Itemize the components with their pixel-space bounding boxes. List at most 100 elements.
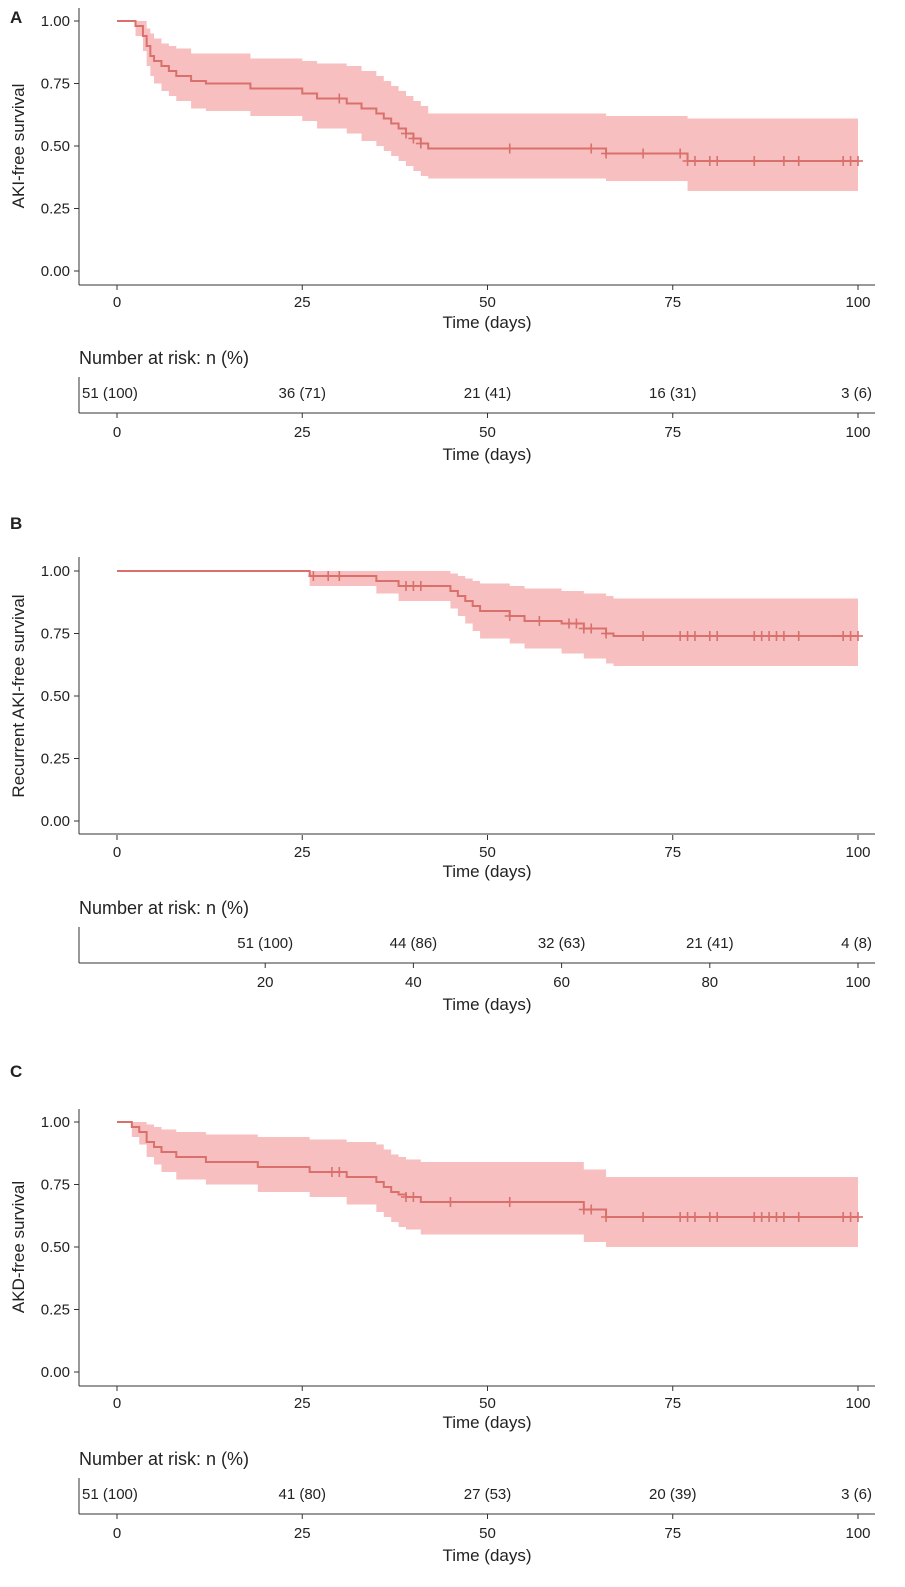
y-tick-label: 0.75 <box>41 76 70 93</box>
censor-mark <box>778 631 789 641</box>
panel-label-c: C <box>10 1062 22 1081</box>
censor-mark <box>323 571 334 581</box>
risk-tick-label: 50 <box>479 424 496 441</box>
censor-mark <box>334 93 345 104</box>
censor-mark <box>334 1167 345 1177</box>
censor-mark <box>586 623 597 634</box>
plot-a: 0.00 0.25 0.50 0.75 1.00 0 25 50 75 100 AKI-free… <box>9 8 875 332</box>
risk-value: 3 (6) <box>841 1486 872 1503</box>
censor-mark <box>793 631 804 641</box>
risk-value: 21 (41) <box>686 935 734 952</box>
panel-c: C 0.00 0.25 0.50 0.75 1.00 0 25 50 75 100 AKD-fr… <box>9 1062 875 1565</box>
risk-tick-label: 75 <box>664 424 681 441</box>
risk-value: 4 (8) <box>841 935 872 952</box>
censor-marks-b <box>308 571 863 641</box>
confidence-band-b <box>117 571 858 666</box>
panel-label-a: A <box>10 8 22 27</box>
x-ticks-a: 0 25 50 75 100 <box>113 285 871 311</box>
y-ticks-c: 0.00 0.25 0.50 0.75 1.00 <box>41 1114 79 1381</box>
risk-table-b: Number at risk: n (%) 51 (100) 44 (86) 32 … <box>78 898 875 1014</box>
censor-mark <box>308 571 319 581</box>
x-tick-label: 100 <box>845 844 870 861</box>
censor-mark <box>408 1192 419 1202</box>
censor-mark <box>504 143 515 154</box>
risk-tick-label: 50 <box>479 1525 496 1542</box>
x-tick-label: 0 <box>113 294 121 311</box>
censor-marks-c <box>326 1167 863 1222</box>
y-tick-label: 1.00 <box>41 563 70 580</box>
risk-tick-label: 25 <box>294 1525 311 1542</box>
censor-mark <box>571 618 582 629</box>
risk-ticks-c: 0 25 50 75 100 <box>113 1514 871 1542</box>
censor-mark <box>415 581 426 591</box>
panel-label-b: B <box>10 514 22 533</box>
confidence-band <box>117 21 858 191</box>
censor-mark <box>853 1212 863 1222</box>
x-tick-label: 50 <box>479 844 496 861</box>
censor-marks-a <box>334 93 863 166</box>
risk-tick-label: 20 <box>257 974 274 991</box>
risk-tick-label: 60 <box>553 974 570 991</box>
x-axis-title-a: Time (days) <box>442 313 531 332</box>
x-tick-label: 25 <box>294 294 311 311</box>
censor-mark <box>689 631 700 641</box>
risk-ticks-a: 0 25 50 75 100 <box>113 413 871 441</box>
x-ticks-c: 0 25 50 75 100 <box>113 1386 871 1412</box>
censor-mark <box>586 143 597 154</box>
risk-value: 21 (41) <box>464 385 512 402</box>
risk-value: 36 (71) <box>278 385 326 402</box>
y-tick-label: 1.00 <box>41 13 70 30</box>
censor-mark <box>675 148 686 159</box>
censor-mark <box>601 628 612 639</box>
censor-mark <box>853 156 863 166</box>
y-tick-label: 0.00 <box>41 263 70 280</box>
risk-tick-label: 75 <box>664 1525 681 1542</box>
y-ticks-b: 0.00 0.25 0.50 0.75 1.00 <box>41 563 79 830</box>
censor-mark <box>712 156 723 166</box>
risk-value: 44 (86) <box>390 935 438 952</box>
y-tick-label: 0.25 <box>41 1302 70 1319</box>
x-tick-label: 75 <box>664 294 681 311</box>
panel-a: A 0.00 0.25 0.50 0.75 1.00 0 25 50 75 100 AKI-fr… <box>9 8 875 464</box>
censor-mark <box>853 631 863 641</box>
censor-mark <box>638 1212 649 1222</box>
risk-value: 51 (100) <box>82 385 138 402</box>
confidence-band-a <box>117 21 858 191</box>
censor-mark <box>778 1212 789 1222</box>
censor-mark <box>793 1212 804 1222</box>
risk-value: 51 (100) <box>237 935 293 952</box>
risk-values-c: 51 (100) 41 (80) 27 (53) 20 (39) 3 (6) <box>82 1486 872 1503</box>
x-tick-label: 50 <box>479 294 496 311</box>
censor-mark <box>712 631 723 641</box>
x-tick-label: 25 <box>294 844 311 861</box>
x-tick-label: 75 <box>664 1395 681 1412</box>
risk-title-c: Number at risk: n (%) <box>79 1449 249 1469</box>
risk-tick-label: 0 <box>113 1525 121 1542</box>
censor-mark <box>601 1212 612 1222</box>
censor-mark <box>334 571 345 581</box>
risk-value: 27 (53) <box>464 1486 512 1503</box>
censor-mark <box>408 133 419 144</box>
risk-table-c: Number at risk: n (%) 51 (100) 41 (80) 27 … <box>78 1449 875 1565</box>
censor-mark <box>689 156 700 166</box>
risk-tick-label: 0 <box>113 424 121 441</box>
risk-value: 41 (80) <box>278 1486 326 1503</box>
censor-mark <box>778 156 789 166</box>
y-tick-label: 0.25 <box>41 201 70 218</box>
y-tick-label: 0.75 <box>41 1177 70 1194</box>
censor-mark <box>601 148 612 159</box>
risk-tick-label: 100 <box>845 974 870 991</box>
censor-mark <box>400 128 411 139</box>
y-axis-title-a: AKI-free survival <box>9 84 28 209</box>
x-axis-title-c: Time (days) <box>442 1413 531 1432</box>
y-tick-label: 0.00 <box>41 813 70 830</box>
censor-mark <box>445 1197 456 1207</box>
y-tick-label: 1.00 <box>41 1114 70 1131</box>
x-axis-title-b: Time (days) <box>442 862 531 881</box>
risk-value: 16 (31) <box>649 385 697 402</box>
confidence-band-c <box>117 1122 858 1247</box>
risk-title-b: Number at risk: n (%) <box>79 898 249 918</box>
x-ticks-b: 0 25 50 75 100 <box>113 835 871 861</box>
x-tick-label: 0 <box>113 844 121 861</box>
x-tick-label: 25 <box>294 1395 311 1412</box>
